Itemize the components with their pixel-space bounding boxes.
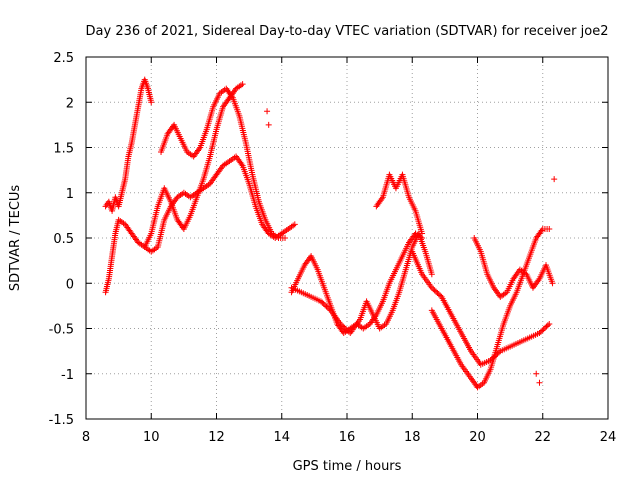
data-point	[323, 303, 330, 310]
data-point	[264, 108, 271, 115]
data-point	[544, 322, 551, 329]
axis-ticks	[85, 56, 609, 420]
data-point	[428, 271, 435, 278]
data-point	[265, 121, 272, 128]
data-point	[536, 379, 543, 386]
y-tick-label: 1	[66, 187, 74, 202]
data-point	[291, 221, 298, 228]
data-point	[435, 291, 442, 298]
data-point	[337, 320, 344, 327]
data-point	[322, 302, 329, 309]
data-point	[536, 330, 543, 337]
x-tick-label: 12	[208, 430, 225, 445]
x-tick-label: 20	[469, 430, 486, 445]
data-point	[320, 300, 327, 307]
y-tick-label: 0.5	[53, 232, 74, 247]
x-tick-label: 10	[143, 430, 160, 445]
data-point	[419, 230, 426, 237]
y-tick-label: 2	[66, 96, 74, 111]
data-point	[546, 320, 553, 327]
y-tick-label: 1.5	[53, 142, 74, 157]
x-tick-labels: 8 10 12 14 16 18 20 22 24	[82, 430, 616, 445]
x-tick-label: 8	[82, 430, 90, 445]
x-axis-title: GPS time / hours	[293, 459, 402, 474]
x-tick-label: 14	[273, 430, 290, 445]
data-point	[437, 292, 444, 299]
data-point	[341, 324, 348, 331]
data-points	[102, 76, 558, 391]
data-point	[539, 327, 546, 334]
data-point	[537, 328, 544, 335]
data-point	[326, 306, 333, 313]
data-point	[540, 326, 547, 333]
y-axis-title: SDTVAR / TECUs	[8, 185, 23, 292]
data-point	[433, 288, 440, 295]
x-tick-label: 16	[339, 430, 356, 445]
x-tick-label: 18	[404, 430, 421, 445]
data-point	[430, 286, 437, 293]
data-point	[282, 235, 289, 241]
data-point	[344, 327, 351, 334]
data-point	[148, 99, 155, 106]
data-point	[317, 298, 324, 305]
data-point	[324, 304, 331, 311]
x-tick-label: 22	[534, 430, 551, 445]
data-point	[338, 322, 345, 329]
data-point	[551, 176, 558, 183]
x-tick-label: 24	[600, 430, 617, 445]
y-tick-label: -1.5	[49, 413, 74, 428]
data-point	[434, 289, 441, 296]
data-point	[343, 326, 350, 333]
data-point	[543, 323, 550, 330]
y-tick-label: 0	[66, 277, 74, 292]
y-tick-label: -0.5	[49, 323, 74, 338]
data-point	[549, 280, 556, 287]
data-point	[319, 299, 326, 306]
data-point	[546, 225, 553, 232]
y-tick-label: 2.5	[53, 51, 74, 66]
chart-title: Day 236 of 2021, Sidereal Day-to-day VTE…	[86, 24, 609, 39]
data-point	[239, 81, 246, 88]
y-tick-label: -1	[61, 368, 74, 383]
data-point	[340, 323, 347, 330]
data-point	[542, 324, 549, 331]
data-point	[428, 284, 435, 291]
data-point	[431, 287, 438, 294]
data-point	[533, 370, 540, 377]
y-tick-labels: -1.5 -1 -0.5 0 0.5 1 1.5 2 2.5	[49, 51, 74, 428]
